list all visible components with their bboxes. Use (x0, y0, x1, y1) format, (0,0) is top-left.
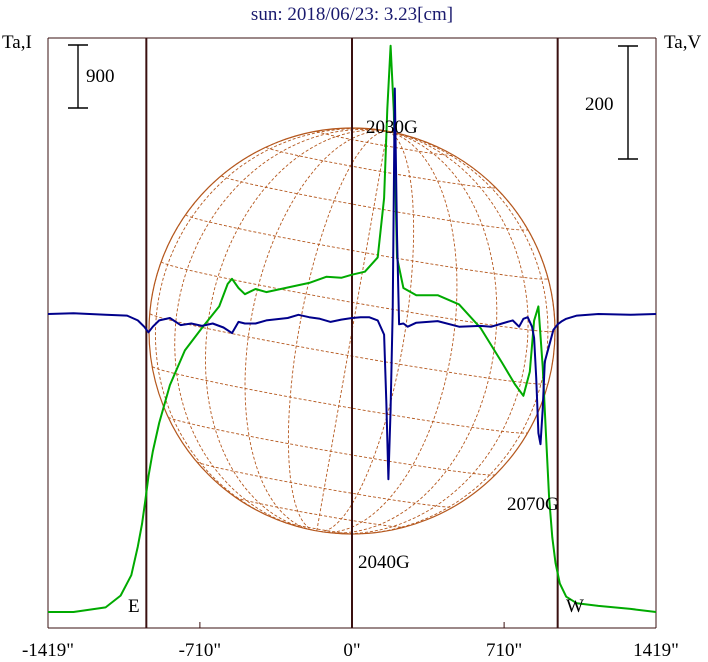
series-polarization-line (47, 87, 657, 481)
x-axis-ticks: -1419" -710" 0" 710" 1419" (22, 622, 679, 661)
right-axis-label: Ta,V (664, 32, 701, 53)
x-tick-label-3: 710" (486, 640, 522, 661)
limb-label-west: W (566, 596, 584, 617)
longitude-line-0 (174, 128, 388, 528)
x-tick-label-0: -1419" (22, 640, 74, 661)
x-tick-label-1: -710" (179, 640, 222, 661)
annotation-2040g: 2040G (358, 552, 410, 573)
right-scale-label: 200 (585, 94, 614, 115)
longitude-line-0 (387, 130, 556, 367)
left-scale-label: 900 (86, 66, 115, 87)
longitude-line-0 (154, 128, 388, 524)
longitude-line-0 (324, 130, 498, 534)
x-tick-label-2: 0" (343, 640, 360, 661)
series-intensity-line (48, 44, 657, 613)
right-scale-bar (618, 45, 638, 160)
annotation-2030g: 2030G (366, 117, 418, 138)
limb-label-east: E (128, 596, 140, 617)
latitude-line-0 (196, 461, 454, 508)
latitude-line-0 (149, 313, 548, 385)
latitude-line-0 (221, 175, 529, 231)
limb-center-lines (145, 38, 559, 628)
longitude-line-0 (321, 130, 458, 533)
annotation-2070g: 2070G (507, 494, 559, 515)
longitude-line-0 (205, 129, 388, 530)
longitude-line-0 (334, 130, 529, 535)
left-scale-bar (68, 44, 88, 109)
longitude-line-0 (287, 130, 388, 531)
left-axis-label: Ta,I (2, 32, 32, 53)
longitude-line-0 (347, 130, 549, 535)
latitude-line-0 (283, 521, 352, 535)
x-tick-label-4: 1419" (633, 640, 679, 661)
chart-title: sun: 2018/06/23: 3.23[cm] (251, 4, 453, 25)
longitude-line-0 (319, 130, 415, 532)
longitude-line-0 (244, 130, 388, 531)
longitude-line-0 (151, 127, 388, 296)
latitude-line-0 (152, 366, 528, 434)
latitude-line-0 (265, 146, 496, 189)
